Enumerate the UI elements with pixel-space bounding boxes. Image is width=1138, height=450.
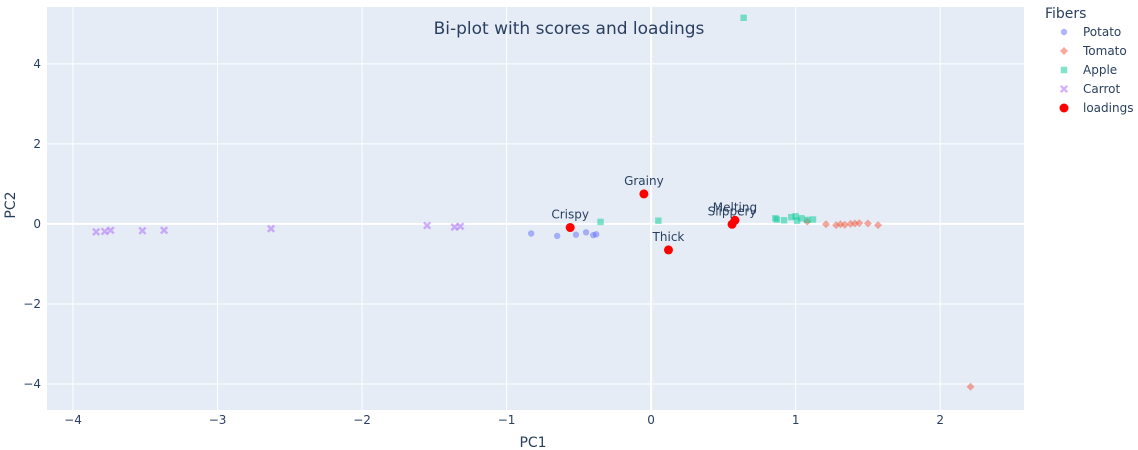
loading-label-slippery: Slippery: [708, 204, 757, 218]
apple-point: [792, 213, 799, 220]
carrot-point: [456, 222, 465, 231]
legend-marker-apple: [1060, 66, 1068, 74]
x-tick-label: 2: [936, 413, 944, 427]
tomato-point: [863, 219, 872, 228]
loadings-point: [639, 189, 649, 199]
tomato-point: [821, 220, 830, 229]
apple-point: [597, 218, 604, 226]
legend-marker-potato: [1060, 28, 1068, 36]
legend: Fibers Potato Tomato Apple Carrot loadings: [1045, 6, 1133, 115]
legend-label-carrot: Carrot: [1083, 82, 1120, 96]
apple-point: [793, 217, 801, 224]
loading-label-crispy: Crispy: [551, 208, 589, 222]
legend-title: Fibers: [1045, 6, 1086, 22]
x-tick-label: −2: [353, 413, 371, 427]
y-tick-label: −2: [23, 297, 41, 311]
legend-item-apple: Apple: [1060, 63, 1117, 77]
x-tick-label: −3: [209, 413, 227, 427]
apple-point: [804, 216, 811, 224]
legend-item-loadings: loadings: [1059, 101, 1133, 115]
tomato-point: [840, 220, 849, 229]
carrot-point: [138, 226, 147, 235]
y-axis-title: PC2: [3, 191, 19, 218]
potato-point: [527, 230, 535, 237]
legend-item-tomato: Tomato: [1060, 44, 1127, 58]
legend-label-apple: Apple: [1083, 63, 1117, 77]
legend-item-carrot: Carrot: [1059, 82, 1120, 96]
x-axis-title: PC1: [519, 435, 546, 450]
loadings-point: [663, 245, 673, 255]
tomato-point: [966, 382, 975, 391]
apple-point: [809, 216, 817, 223]
apple-point: [655, 217, 662, 224]
apple-point: [788, 213, 795, 221]
legend-marker-carrot: [1059, 84, 1069, 94]
loading-label-thick: Thick: [652, 230, 685, 244]
potato-point: [593, 231, 600, 238]
potato-point: [582, 229, 590, 236]
y-tick-label: 4: [33, 57, 41, 71]
x-tick-label: 1: [792, 413, 800, 427]
y-tick-label: −4: [23, 377, 41, 391]
legend-label-tomato: Tomato: [1082, 44, 1127, 58]
potato-point: [553, 232, 561, 240]
legend-label-loadings: loadings: [1083, 101, 1133, 115]
plot-background: [47, 7, 1024, 410]
carrot-point: [450, 223, 459, 232]
carrot-point: [92, 227, 101, 236]
x-tick-label: −4: [64, 413, 82, 427]
legend-marker-loadings: [1059, 103, 1069, 113]
loading-label-grainy: Grainy: [624, 174, 664, 188]
scatter-points: [92, 14, 975, 391]
legend-label-potato: Potato: [1083, 25, 1121, 39]
grid-lines: [47, 7, 1024, 410]
tomato-point: [874, 221, 883, 230]
legend-marker-tomato: [1060, 47, 1068, 55]
carrot-point: [100, 227, 109, 236]
loadings-point: [565, 223, 575, 233]
potato-point: [572, 231, 580, 238]
apple-point: [773, 216, 781, 223]
carrot-point: [160, 226, 169, 235]
apple-point: [740, 14, 747, 22]
apple-point: [780, 217, 788, 224]
legend-item-potato: Potato: [1060, 25, 1121, 39]
loadings-point: [727, 219, 737, 229]
x-tick-label: −1: [498, 413, 516, 427]
loading-label-melting: Melting: [713, 200, 757, 214]
carrot-point: [423, 221, 432, 230]
y-tick-label: 2: [33, 137, 41, 151]
chart-title: Bi-plot with scores and loadings: [434, 19, 705, 39]
x-axis-ticks: −4 −3 −2 −1 0 1 2: [64, 413, 944, 427]
carrot-point: [106, 226, 115, 235]
x-tick-label: 0: [647, 413, 655, 427]
carrot-point: [266, 224, 276, 233]
apple-point: [798, 215, 805, 222]
y-tick-label: 0: [33, 217, 41, 231]
y-axis-ticks: −4 −2 0 2 4: [23, 57, 41, 391]
tomato-point: [855, 219, 864, 228]
